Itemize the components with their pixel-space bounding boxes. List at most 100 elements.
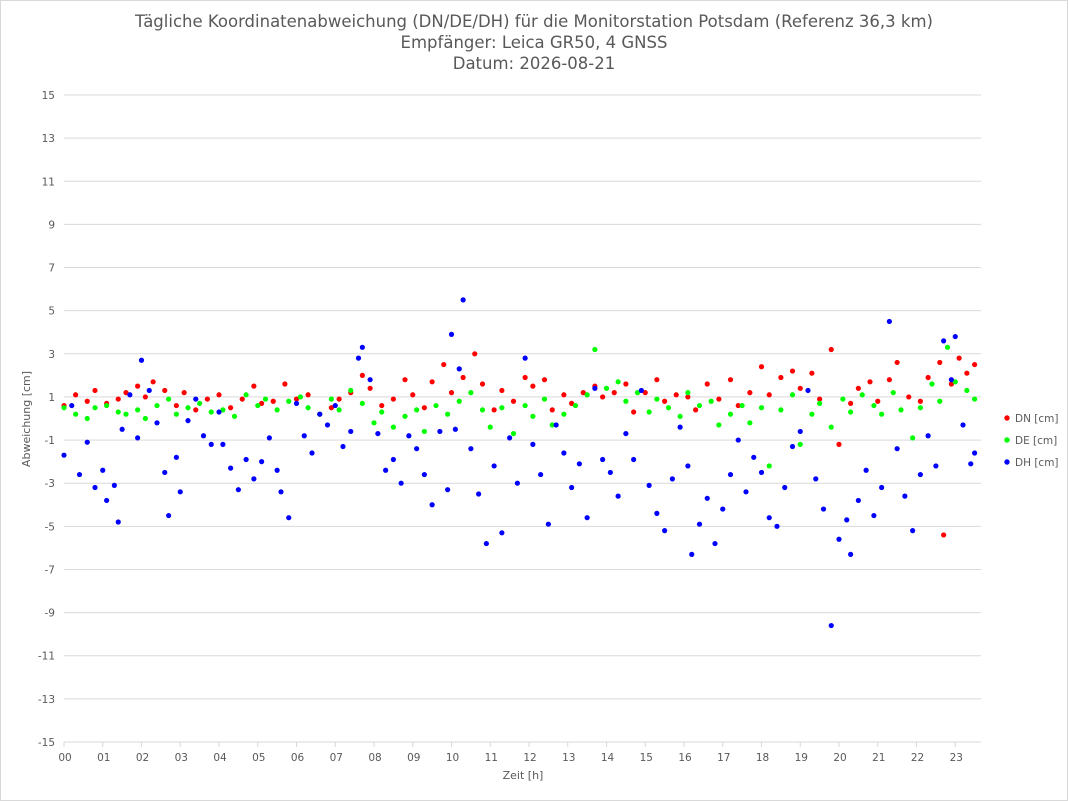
data-point	[193, 396, 199, 402]
data-point	[944, 344, 951, 350]
data-point	[972, 396, 978, 402]
data-point	[231, 413, 238, 419]
x-tick-label: 11	[485, 752, 498, 764]
data-point	[348, 387, 354, 394]
data-point	[879, 411, 885, 417]
data-point	[956, 355, 962, 361]
data-point	[813, 476, 819, 482]
x-tick-label: 01	[97, 752, 110, 764]
x-tick-label: 06	[291, 752, 305, 764]
data-point	[576, 461, 582, 467]
y-axis-title: Abweichung [cm]	[20, 371, 33, 467]
data-point	[479, 407, 486, 413]
data-point	[208, 409, 214, 415]
data-point	[541, 377, 548, 383]
y-tick-label: 5	[48, 306, 55, 318]
legend: DN [cm] DE [cm] DH [cm]	[1004, 413, 1059, 469]
data-point	[662, 528, 668, 534]
data-point	[402, 413, 408, 419]
y-tick-label: -5	[45, 521, 55, 533]
data-point	[239, 396, 245, 402]
data-point	[646, 409, 652, 415]
data-point	[758, 469, 765, 476]
data-point	[669, 476, 675, 482]
data-point	[522, 374, 528, 381]
data-point	[538, 471, 544, 478]
data-point	[937, 398, 943, 404]
data-point	[146, 387, 152, 394]
data-point	[367, 377, 373, 383]
x-tick-label: 03	[175, 752, 188, 764]
chart-titles: Tägliche Koordinatenabweichung (DN/DE/DH…	[1, 11, 1067, 74]
data-point	[390, 456, 396, 463]
x-tick-label: 12	[523, 752, 536, 764]
data-point	[135, 407, 141, 413]
data-point	[902, 493, 908, 499]
data-point	[278, 489, 284, 495]
data-point	[727, 411, 734, 417]
data-point	[820, 506, 827, 512]
data-point	[848, 400, 854, 407]
data-point	[972, 450, 978, 456]
data-point	[817, 396, 823, 402]
data-point	[162, 387, 168, 394]
data-point	[871, 512, 877, 519]
data-point	[828, 622, 834, 629]
data-point	[398, 480, 404, 486]
x-tick-label: 17	[717, 752, 730, 764]
data-point	[774, 523, 780, 529]
data-point	[487, 424, 493, 430]
data-point	[92, 387, 98, 394]
series-2	[61, 297, 978, 629]
data-point	[689, 551, 695, 557]
data-point	[828, 346, 834, 353]
y-tick-label: 3	[48, 349, 55, 361]
data-point	[817, 400, 823, 407]
legend-label: DN [cm]	[1015, 413, 1058, 425]
data-point	[135, 383, 141, 389]
data-point	[228, 405, 234, 411]
data-point	[789, 368, 796, 374]
data-point	[61, 405, 67, 411]
data-point	[917, 398, 923, 404]
data-point	[154, 402, 160, 409]
data-point	[553, 422, 559, 428]
data-point	[138, 357, 145, 363]
data-point	[208, 441, 214, 447]
data-point	[410, 392, 416, 398]
data-point	[685, 394, 691, 400]
data-point	[871, 402, 877, 409]
data-point	[448, 331, 455, 337]
data-point	[173, 411, 179, 417]
data-point	[472, 351, 478, 357]
data-point	[293, 400, 300, 407]
data-point	[642, 390, 648, 396]
data-point	[600, 456, 606, 463]
data-point	[445, 487, 451, 493]
data-point	[456, 398, 462, 404]
data-point	[390, 424, 396, 430]
data-point	[92, 484, 98, 491]
data-point	[840, 396, 846, 402]
data-point	[789, 443, 796, 450]
data-point	[716, 396, 722, 402]
data-point	[797, 385, 803, 391]
data-point	[177, 489, 183, 495]
data-point	[933, 463, 939, 469]
data-point	[243, 456, 249, 463]
data-point	[69, 402, 75, 409]
data-point	[220, 407, 226, 413]
data-point	[704, 495, 710, 501]
data-point	[309, 450, 315, 456]
data-point	[634, 390, 641, 396]
data-point	[162, 469, 168, 476]
chart-date: Datum: 2026-08-21	[452, 54, 616, 73]
data-point	[530, 413, 536, 419]
data-point	[855, 497, 861, 504]
data-point	[270, 398, 276, 404]
data-point	[204, 396, 210, 402]
data-point	[348, 428, 354, 435]
x-tick-label: 02	[136, 752, 149, 764]
data-point	[964, 370, 970, 376]
data-point	[115, 519, 121, 525]
